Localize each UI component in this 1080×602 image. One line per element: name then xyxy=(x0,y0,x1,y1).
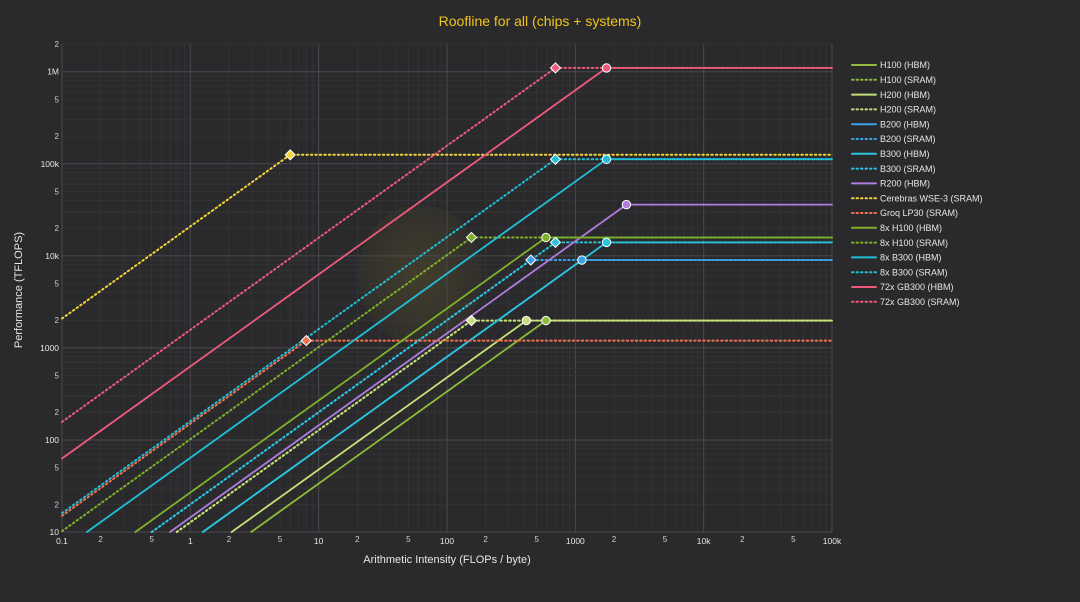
x-minor-tick-label: 2 xyxy=(98,535,103,544)
y-minor-tick-label: 2 xyxy=(55,132,60,141)
y-tick-label: 100k xyxy=(41,159,60,169)
ridge-point-marker xyxy=(465,231,478,244)
legend-item-label: 72x GB300 (HBM) xyxy=(880,282,954,292)
legend-item-label: B200 (HBM) xyxy=(880,119,930,129)
legend-item-label: B300 (SRAM) xyxy=(880,164,936,174)
x-axis-label: Arithmetic Intensity (FLOPs / byte) xyxy=(363,554,531,566)
ridge-point-marker xyxy=(621,199,632,210)
y-tick-label: 1M xyxy=(47,67,59,77)
series-line xyxy=(150,241,833,533)
y-minor-tick-label: 2 xyxy=(55,408,60,417)
ridge-point-marker xyxy=(284,149,296,161)
y-minor-tick-label: 5 xyxy=(55,464,60,473)
ridge-point-marker xyxy=(601,63,612,73)
legend-item-label: Groq LP30 (SRAM) xyxy=(880,208,958,218)
x-minor-tick-label: 5 xyxy=(149,535,154,544)
ridge-point-marker xyxy=(465,314,478,327)
legend-item-label: 8x B300 (SRAM) xyxy=(880,267,948,277)
ridge-point-marker xyxy=(577,255,587,265)
legend-item-label: 8x H100 (HBM) xyxy=(880,223,942,233)
tick-labels: 0.1 1 10 100 1000 10k 100k 10 100 1000 10k 100k 1M 2 5… xyxy=(40,40,842,546)
y-tick-label: 100 xyxy=(45,435,59,445)
legend-item-label: H200 (SRAM) xyxy=(880,105,936,115)
legend-item-label: H100 (SRAM) xyxy=(880,75,936,85)
ridge-point-marker xyxy=(541,232,551,243)
legend-item-label: R200 (HBM) xyxy=(880,179,930,189)
legend-item-label: 72x GB300 (SRAM) xyxy=(880,297,960,307)
chart-title: Roofline for all (chips + systems) xyxy=(439,13,642,29)
x-minor-tick-label: 5 xyxy=(534,535,539,544)
x-minor-tick-label: 2 xyxy=(227,535,232,544)
y-minor-tick-label: 5 xyxy=(55,187,60,196)
series-line xyxy=(150,259,833,533)
y-tick-label: 10 xyxy=(50,527,60,537)
legend-item-label: Cerebras WSE-3 (SRAM) xyxy=(880,193,983,203)
x-minor-tick-label: 2 xyxy=(355,535,360,544)
y-minor-tick-label: 2 xyxy=(55,224,60,233)
x-minor-tick-label: 5 xyxy=(663,535,668,544)
x-tick-label: 1 xyxy=(188,536,193,546)
y-tick-label: 10k xyxy=(45,251,59,261)
x-tick-label: 10k xyxy=(697,536,711,546)
ridge-point-marker xyxy=(601,237,612,248)
y-minor-tick-label: 2 xyxy=(55,40,60,49)
ridge-point-marker xyxy=(521,315,532,326)
y-minor-tick-label: 5 xyxy=(55,280,60,289)
y-minor-tick-label: 5 xyxy=(55,95,60,104)
x-minor-tick-label: 5 xyxy=(406,535,411,544)
series-line xyxy=(175,319,833,533)
x-tick-label: 1000 xyxy=(566,536,585,546)
legend-item-label: H100 (HBM) xyxy=(880,60,930,70)
ridge-point-marker xyxy=(300,334,312,347)
y-tick-label: 1000 xyxy=(40,343,59,353)
series-line xyxy=(201,241,833,533)
ridge-point-marker xyxy=(601,154,612,164)
x-tick-label: 10 xyxy=(314,536,324,546)
x-minor-tick-label: 2 xyxy=(612,535,617,544)
legend-item-label: 8x B300 (HBM) xyxy=(880,253,942,263)
x-minor-tick-label: 5 xyxy=(791,535,796,544)
grid xyxy=(61,43,833,533)
ridge-point-marker xyxy=(541,315,551,326)
ridge-point-marker xyxy=(549,62,562,74)
series-line xyxy=(86,158,833,533)
legend-item-label: B200 (SRAM) xyxy=(880,134,936,144)
x-minor-tick-label: 2 xyxy=(740,535,745,544)
ridge-point-marker xyxy=(525,254,537,266)
x-tick-label: 100 xyxy=(440,536,454,546)
x-minor-tick-label: 2 xyxy=(483,535,488,544)
x-tick-label: 100k xyxy=(823,536,842,546)
ridge-point-marker xyxy=(549,153,562,165)
legend: H100 (HBM) H100 (SRAM) H200 (HBM) H200 (SRA… xyxy=(851,60,983,307)
legend-item-label: B300 (HBM) xyxy=(880,149,930,159)
x-tick-label: 0.1 xyxy=(56,536,68,546)
y-axis-label: Performance (TFLOPS) xyxy=(13,232,25,348)
ridge-point-marker xyxy=(549,236,562,249)
y-minor-tick-label: 2 xyxy=(55,500,60,509)
y-minor-tick-label: 2 xyxy=(55,316,60,325)
legend-item-label: 8x H100 (SRAM) xyxy=(880,238,948,248)
x-minor-tick-label: 5 xyxy=(278,535,283,544)
legend-item-label: H200 (HBM) xyxy=(880,90,930,100)
y-minor-tick-label: 5 xyxy=(55,372,60,381)
ridge-markers xyxy=(284,62,632,347)
